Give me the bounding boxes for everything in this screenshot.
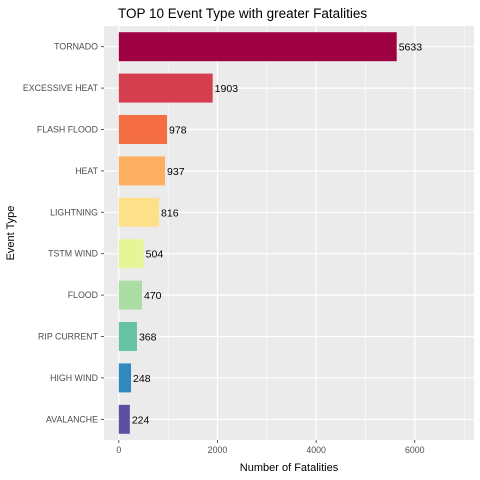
x-tick-label: 0 <box>116 445 121 455</box>
data-label: 5633 <box>399 42 423 54</box>
data-label: 470 <box>144 290 162 302</box>
data-label: 248 <box>133 373 151 385</box>
y-tick-label: TSTM WIND <box>48 249 98 259</box>
y-tick-label: EXCESSIVE HEAT <box>23 83 99 93</box>
bar <box>118 322 137 351</box>
x-tick-label: 2000 <box>208 445 228 455</box>
chart-title: TOP 10 Event Type with greater Fatalitie… <box>118 6 367 21</box>
data-label: 504 <box>146 249 164 261</box>
x-tick-label: 6000 <box>405 445 425 455</box>
data-labels: 5633 1903 978 937 816 504 470 368 248 224 <box>132 42 422 427</box>
bars <box>118 32 397 434</box>
y-axis-ticks: TORNADO EXCESSIVE HEAT FLASH FLOOD HEAT LIGH… <box>23 42 104 424</box>
y-tick-label: RIP CURRENT <box>38 332 99 342</box>
data-label: 368 <box>139 332 157 344</box>
y-tick-label: HEAT <box>75 166 98 176</box>
data-label: 937 <box>167 166 185 178</box>
bar <box>118 280 142 310</box>
data-label: 816 <box>161 207 179 219</box>
y-tick-label: HIGH WIND <box>50 373 98 383</box>
x-axis-ticks: 0 2000 4000 6000 <box>116 440 425 455</box>
y-tick-label: LIGHTNING <box>50 207 98 217</box>
y-tick-label: FLOOD <box>68 290 98 300</box>
data-label: 1903 <box>215 83 239 95</box>
bar <box>118 197 160 227</box>
bar <box>118 239 144 269</box>
data-label: 224 <box>132 414 150 426</box>
bar <box>118 404 130 434</box>
y-tick-label: TORNADO <box>54 42 98 52</box>
bar <box>118 73 213 103</box>
x-tick-label: 4000 <box>306 445 326 455</box>
y-tick-label: FLASH FLOOD <box>37 125 98 135</box>
bar <box>118 32 397 62</box>
y-tick-label: AVALANCHE <box>46 414 98 424</box>
bar <box>118 115 168 144</box>
data-label: 978 <box>169 125 187 137</box>
x-axis-title: Number of Fatalities <box>240 462 339 474</box>
bar <box>118 363 132 393</box>
bar <box>118 156 166 186</box>
y-axis-title: Event Type <box>5 206 17 261</box>
